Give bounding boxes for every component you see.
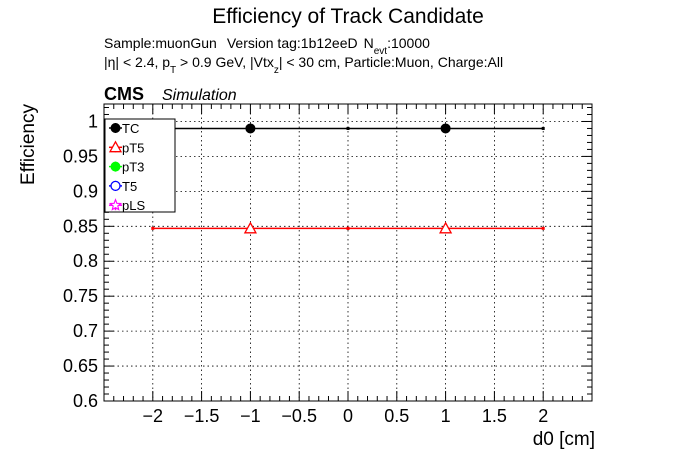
series-pt5 [151, 221, 545, 234]
x-tick-label: 0.5 [384, 406, 409, 426]
x-tick-label: 0 [343, 406, 353, 426]
subtitle-line-1: Sample:muonGun Version tag:1b12eeD Nevt:10… [104, 35, 430, 57]
y-tick-label: 0.65 [63, 356, 98, 376]
pt-text: > 0.9 GeV, |Vtx [176, 54, 274, 70]
cuts-text: | < 30 cm, Particle:Muon, Charge:All [279, 54, 503, 70]
y-tick-label: 0.7 [73, 321, 98, 341]
nevt-symbol: N [364, 35, 374, 51]
legend-marker [108, 140, 123, 153]
legend-marker [110, 180, 121, 192]
series-tc [151, 123, 545, 134]
legend: TC pT5 pT3 T5 pLS [104, 118, 176, 213]
x-tick-label: 1.5 [482, 406, 507, 426]
y-tick-label: 1 [88, 111, 98, 131]
data-point [243, 221, 258, 234]
legend-marker [110, 161, 121, 172]
eta-text: |η| < 2.4, p [104, 54, 170, 70]
cms-label: CMS [104, 84, 144, 104]
x-tick-label: −0.5 [281, 406, 317, 426]
subtitle-line-2: |η| < 2.4, pT > 0.9 GeV, |Vtxz| < 30 cm,… [104, 54, 503, 76]
x-axis-label: d0 [cm] [533, 429, 595, 450]
data-point [438, 221, 453, 234]
y-tick-label: 0.85 [63, 216, 98, 236]
bin-edge-mark [541, 226, 545, 230]
version-text: Version tag:1b12eeD [227, 35, 358, 51]
sample-text: Sample:muonGun [104, 35, 217, 51]
plot-area: −2 −1.5 −1 −0.5 0 0.5 1 1.5 2 0.6 0.65 0.7 0.75 0.8 0.… [63, 103, 593, 426]
bin-edge-mark [541, 126, 545, 130]
legend-marker [110, 123, 121, 133]
x-tick-label: −1.5 [184, 406, 220, 426]
y-axis-label: Efficiency [18, 104, 39, 185]
data-point [245, 123, 256, 134]
legend-entry: pLS [122, 198, 145, 213]
x-tick-label: 2 [538, 406, 548, 426]
pt-subscript: T [170, 65, 176, 76]
legend-entry: T5 [122, 179, 137, 194]
x-tick-label: −1 [240, 406, 261, 426]
bin-edge-mark [151, 226, 155, 230]
y-tick-label: 0.6 [73, 391, 98, 411]
data-point [440, 123, 451, 134]
simulation-label: Simulation [162, 87, 237, 104]
nevt-subscript: evt [374, 46, 388, 57]
y-tick-label: 0.95 [63, 146, 98, 166]
legend-marker [108, 198, 123, 211]
x-tick-label: 1 [441, 406, 451, 426]
legend-entry: TC [122, 121, 139, 136]
bin-edge-mark [346, 126, 350, 130]
y-tick-label: 0.9 [73, 181, 98, 201]
legend-entry: pT3 [122, 160, 144, 175]
bin-edge-mark [346, 226, 350, 230]
nevt-value: :10000 [387, 35, 430, 51]
x-tick-label: −2 [143, 406, 164, 426]
y-tick-label: 0.75 [63, 286, 98, 306]
vtx-subscript: z [274, 65, 279, 76]
legend-entry: pT5 [122, 140, 144, 155]
y-tick-label: 0.8 [73, 251, 98, 271]
chart-title: Efficiency of Track Candidate [212, 5, 484, 28]
